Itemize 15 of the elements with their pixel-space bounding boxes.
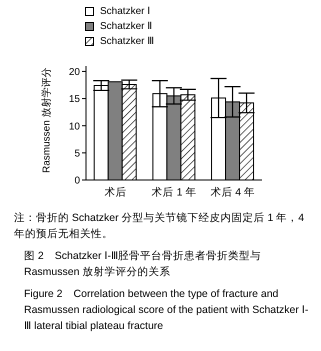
y-tick-label: 20 (68, 66, 80, 78)
y-tick-label: 0 (74, 176, 80, 187)
y-axis-title: Rasmussen 放射学评分 (40, 67, 53, 173)
legend-label: Schatzker Ⅰ (100, 6, 150, 17)
caption: Figure 2 Correlation between the type of fracture and Rasmussen radiological score of the patient with Schatzker Ⅰ-Ⅲ lateral tibial plateau fracture (23, 287, 310, 334)
y-tick-label: 10 (68, 121, 80, 132)
legend-label: Schatzker Ⅱ (100, 21, 152, 32)
legend-label: Schatzker Ⅲ (100, 36, 154, 47)
text: 注：骨折的 Schatzker 分型与关节镜下经皮内固定后 1 年，4 年的预后无相关性。 (14, 211, 306, 242)
y-tick-label: 15 (68, 94, 80, 106)
caption: 图 2 Schatzker Ⅰ-Ⅲ胫骨平台骨折患者骨折类型与 Rasmussen 放射学评分的关系 (23, 249, 262, 280)
x-tick-label: 术后 1 年 (152, 185, 196, 198)
x-tick-label: 术后 4 年 (210, 185, 256, 198)
y-tick-label: 5 (74, 148, 80, 160)
x-tick-label: 术后 (104, 185, 126, 198)
